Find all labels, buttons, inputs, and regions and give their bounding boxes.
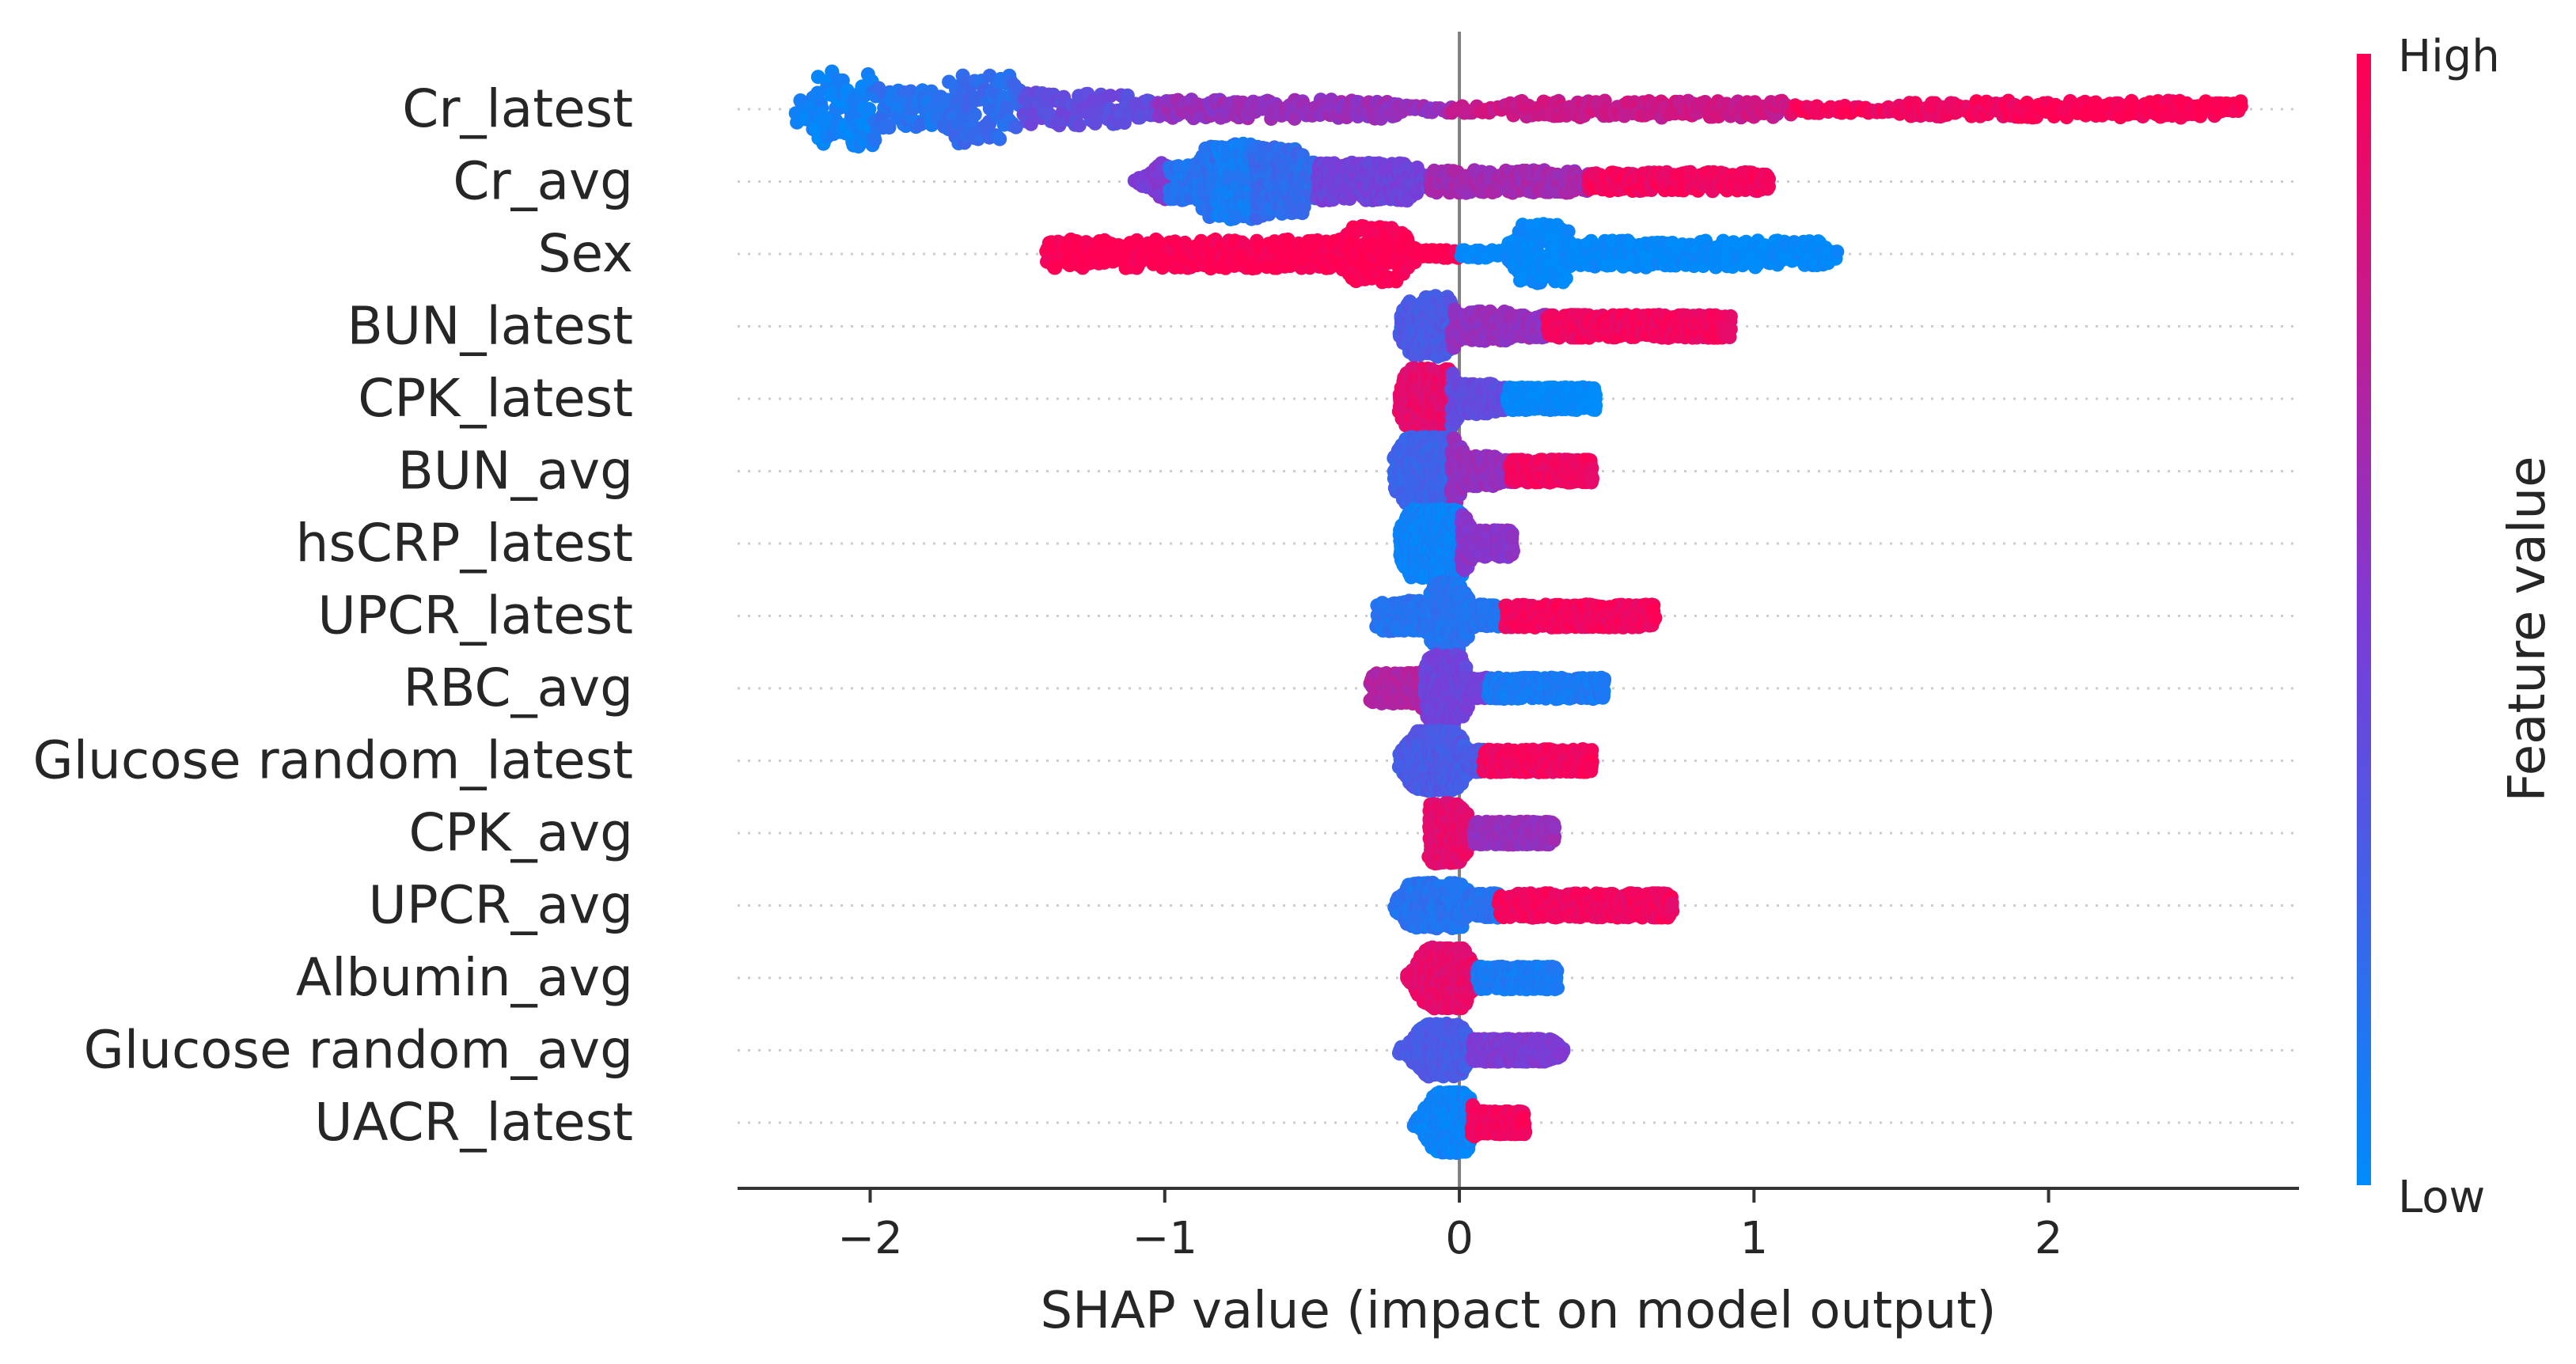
feature-row-dots <box>788 64 2248 154</box>
shap-dot <box>1558 271 1573 286</box>
shap-dots <box>788 64 2248 1161</box>
shap-dot <box>2233 94 2248 109</box>
shap-dot <box>991 131 1006 145</box>
feature-row-dots <box>1127 136 1776 227</box>
shap-dot <box>1830 244 1845 260</box>
feature-row-dots <box>1391 361 1603 436</box>
feature-row-dots <box>1392 289 1738 364</box>
shap-dot <box>810 70 825 85</box>
shap-dot <box>1723 309 1738 324</box>
shap-dot <box>1008 119 1023 135</box>
shap-dot <box>1000 100 1015 115</box>
shap-dot <box>1103 89 1118 104</box>
feature-row-dots <box>1039 217 1845 290</box>
shap-dot <box>882 120 897 135</box>
shap-dot <box>1072 118 1087 133</box>
shap-dot <box>967 107 982 122</box>
shap-dot <box>1762 172 1776 187</box>
shap-dot <box>867 132 882 147</box>
shap-dot <box>1721 323 1736 337</box>
